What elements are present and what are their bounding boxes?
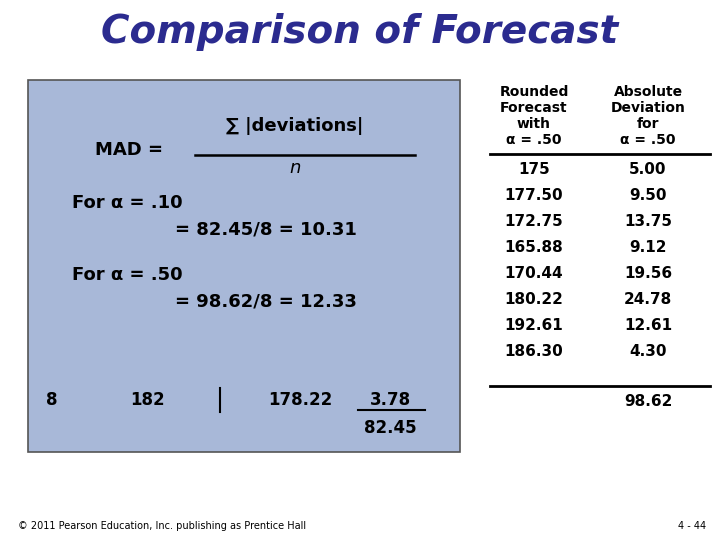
Text: Deviation: Deviation: [611, 101, 685, 115]
Text: 19.56: 19.56: [624, 267, 672, 281]
Text: 9.12: 9.12: [629, 240, 667, 255]
Text: 5.00: 5.00: [629, 163, 667, 178]
Text: 172.75: 172.75: [505, 214, 563, 230]
Bar: [28, 80, 460, 452]
Text: = 98.62/8 = 12.33: = 98.62/8 = 12.33: [175, 293, 357, 311]
Text: For α = .10: For α = .10: [72, 194, 183, 212]
Text: 9.50: 9.50: [629, 188, 667, 204]
Text: 12.61: 12.61: [624, 319, 672, 334]
Text: 177.50: 177.50: [505, 188, 563, 204]
Text: 192.61: 192.61: [505, 319, 563, 334]
Text: 4 - 44: 4 - 44: [678, 521, 706, 531]
Text: 4.30: 4.30: [629, 345, 667, 360]
Text: α = .50: α = .50: [506, 133, 562, 147]
Text: 182: 182: [131, 391, 166, 409]
Text: Absolute: Absolute: [613, 85, 683, 99]
Text: 13.75: 13.75: [624, 214, 672, 230]
Text: © 2011 Pearson Education, Inc. publishing as Prentice Hall: © 2011 Pearson Education, Inc. publishin…: [18, 521, 306, 531]
Text: 170.44: 170.44: [505, 267, 563, 281]
Text: for: for: [636, 117, 660, 131]
Text: 165.88: 165.88: [505, 240, 563, 255]
Text: MAD =: MAD =: [95, 141, 163, 159]
Text: ∑ |deviations|: ∑ |deviations|: [226, 117, 364, 135]
Text: For α = .50: For α = .50: [72, 266, 183, 284]
Text: 24.78: 24.78: [624, 293, 672, 307]
Text: 8: 8: [46, 391, 58, 409]
Text: 178.22: 178.22: [268, 391, 332, 409]
Text: 82.45: 82.45: [364, 419, 416, 437]
Text: Forecast: Forecast: [500, 101, 568, 115]
Text: 186.30: 186.30: [505, 345, 563, 360]
Text: 175: 175: [518, 163, 550, 178]
Text: with: with: [517, 117, 551, 131]
Text: = 82.45/8 = 10.31: = 82.45/8 = 10.31: [175, 221, 357, 239]
Text: 3.78: 3.78: [369, 391, 410, 409]
Text: Rounded: Rounded: [499, 85, 569, 99]
Text: 98.62: 98.62: [624, 395, 672, 409]
Text: n: n: [289, 159, 301, 177]
Text: α = .50: α = .50: [620, 133, 676, 147]
Text: Comparison of Forecast: Comparison of Forecast: [102, 13, 618, 51]
Text: 180.22: 180.22: [505, 293, 564, 307]
